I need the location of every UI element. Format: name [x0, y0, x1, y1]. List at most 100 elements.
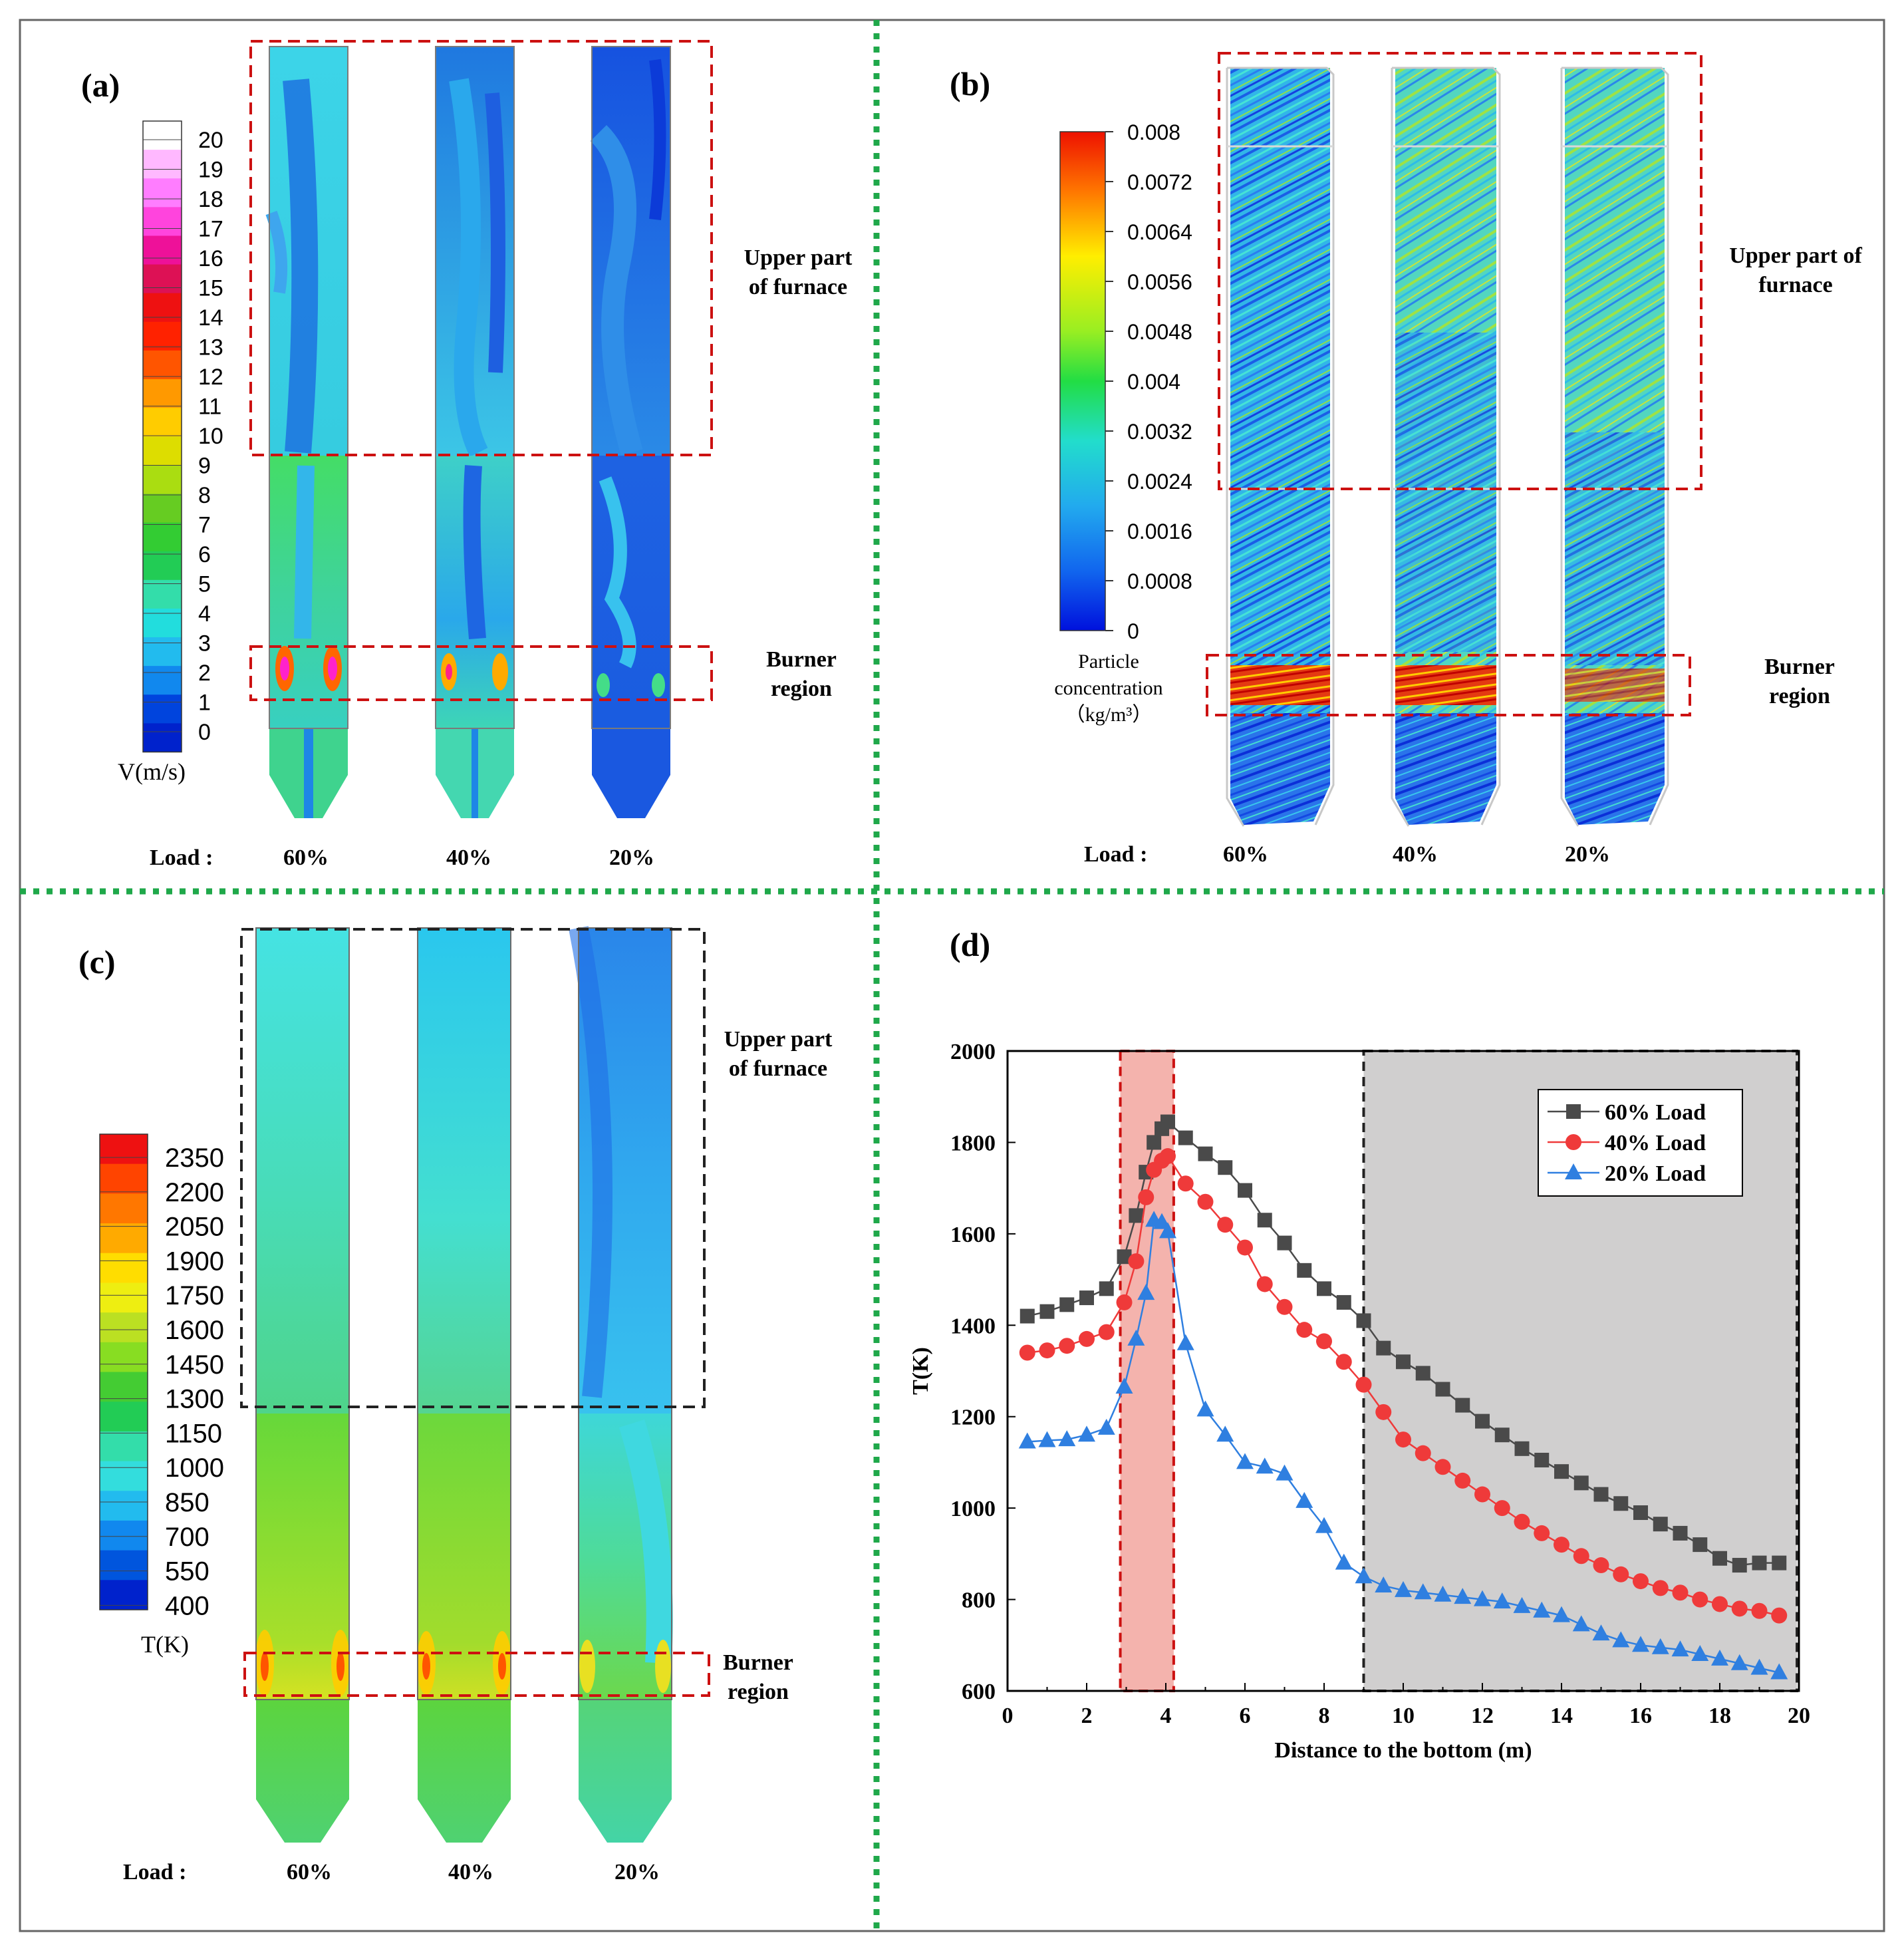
data-point — [1117, 1249, 1132, 1265]
particle-colorbar-tick-label: 0.0072 — [1127, 170, 1192, 194]
data-point — [1197, 1193, 1214, 1210]
data-point — [1160, 1114, 1175, 1129]
temperature-colorbar-block — [100, 1253, 148, 1283]
upper-annotation-c-line1: Upper part — [724, 1027, 833, 1052]
data-point — [1651, 1638, 1669, 1654]
upper-annotation-a-line2: of furnace — [749, 275, 847, 299]
data-point — [1533, 1601, 1551, 1618]
load-60-a: 60% — [283, 845, 329, 870]
load-60-c: 60% — [287, 1860, 332, 1884]
data-point — [1693, 1537, 1708, 1553]
data-point — [1534, 1452, 1550, 1467]
data-point — [1513, 1596, 1531, 1613]
velocity-colorbar-tick-label: 20 — [198, 128, 223, 153]
data-point — [1335, 1354, 1352, 1370]
velocity-colorbar-block — [143, 207, 182, 236]
velocity-colorbar-block — [143, 608, 182, 638]
velocity-colorbar-block — [143, 436, 182, 466]
velocity-colorbar-block — [143, 379, 182, 408]
data-point — [1218, 1160, 1233, 1175]
y-axis-tick-label: 1200 — [950, 1406, 996, 1430]
data-point — [1079, 1330, 1095, 1347]
velocity-colorbar-block — [143, 321, 182, 351]
data-point — [1356, 1313, 1371, 1328]
data-point — [1079, 1290, 1094, 1306]
burner-annotation-b-line2: region — [1769, 684, 1830, 708]
data-point — [1020, 1308, 1035, 1324]
legend-label: 60% Load — [1605, 1100, 1706, 1125]
velocity-colorbar-tick-label: 18 — [198, 187, 223, 212]
data-point — [1018, 1432, 1036, 1449]
data-point — [1317, 1281, 1331, 1296]
data-point — [1612, 1631, 1630, 1648]
temperature-colorbar-block — [100, 1163, 148, 1194]
data-point — [1178, 1130, 1193, 1145]
burner-region-box-b — [1206, 654, 1691, 716]
velocity-colorbar-block — [143, 293, 182, 323]
velocity-column-40 — [435, 46, 515, 818]
burner-annotation-a-line2: region — [771, 676, 832, 701]
particle-colorbar-tick-label: 0 — [1127, 619, 1139, 643]
data-point — [1217, 1217, 1234, 1233]
data-point — [1295, 1491, 1313, 1508]
data-point — [1415, 1366, 1430, 1381]
data-point — [1296, 1322, 1313, 1338]
data-point — [1771, 1607, 1788, 1624]
data-point — [1115, 1378, 1133, 1394]
data-point — [1474, 1590, 1491, 1606]
velocity-colorbar-block — [143, 579, 182, 609]
data-point — [1176, 1334, 1194, 1350]
data-point — [1216, 1426, 1234, 1442]
temperature-colorbar-block — [100, 1520, 148, 1551]
temperature-colorbar: 2350 2200 2050 1900 1750 1600 1450 1300 1150 1000… — [99, 1133, 224, 1620]
data-point — [1553, 1606, 1570, 1622]
data-point — [1316, 1333, 1332, 1350]
temperature-colorbar-block — [100, 1461, 148, 1491]
data-point — [1039, 1342, 1055, 1359]
velocity-colorbar-block — [143, 121, 182, 150]
data-point — [1770, 1663, 1788, 1680]
temperature-colorbar-tick-label: 700 — [165, 1523, 209, 1552]
load-60-b: 60% — [1223, 842, 1268, 867]
velocity-colorbar-block — [143, 150, 182, 179]
load-40-c: 40% — [448, 1860, 493, 1884]
data-point — [1751, 1602, 1768, 1619]
particle-colorbar-tick-label: 0.0016 — [1127, 520, 1192, 543]
data-point — [1158, 1222, 1176, 1239]
velocity-colorbar-block — [143, 408, 182, 437]
series-60 — [1020, 1114, 1787, 1573]
burner-region-box-a — [249, 645, 713, 701]
data-point — [1613, 1566, 1629, 1582]
velocity-colorbar-tick-label: 3 — [198, 631, 211, 657]
load-20-c: 20% — [614, 1860, 660, 1884]
temperature-colorbar-tick-label: 1600 — [165, 1316, 224, 1345]
data-point — [1592, 1624, 1610, 1641]
y-axis-tick-label: 1800 — [950, 1131, 996, 1155]
data-point — [1633, 1573, 1649, 1590]
burner-annotation-c-line2: region — [728, 1680, 789, 1704]
data-point — [1454, 1472, 1471, 1489]
particle-colorbar-tick-label: 0.0064 — [1127, 220, 1192, 244]
data-point — [1673, 1525, 1688, 1541]
panel-a-label: (a) — [81, 67, 120, 104]
data-point — [1257, 1213, 1272, 1228]
burner-annotation-c-line1: Burner — [723, 1650, 793, 1675]
temperature-colorbar-tick-label: 1450 — [165, 1350, 224, 1380]
velocity-colorbar-tick-label: 0 — [198, 720, 211, 745]
velocity-colorbar-block — [143, 350, 182, 380]
data-point — [1059, 1297, 1075, 1312]
upper-region-box-c — [240, 928, 706, 1408]
data-point — [1297, 1263, 1312, 1278]
burner-annotation-a-line1: Burner — [766, 647, 837, 672]
data-point — [1554, 1464, 1569, 1479]
data-point — [1632, 1636, 1649, 1652]
data-point — [1138, 1189, 1155, 1205]
figure-border — [19, 19, 1885, 1932]
data-point — [1097, 1418, 1115, 1435]
data-point — [1127, 1329, 1145, 1346]
temperature-colorbar-block — [100, 1223, 148, 1254]
x-axis-tick-label: 0 — [1002, 1704, 1014, 1728]
velocity-colorbar-tick-label: 16 — [198, 246, 223, 271]
